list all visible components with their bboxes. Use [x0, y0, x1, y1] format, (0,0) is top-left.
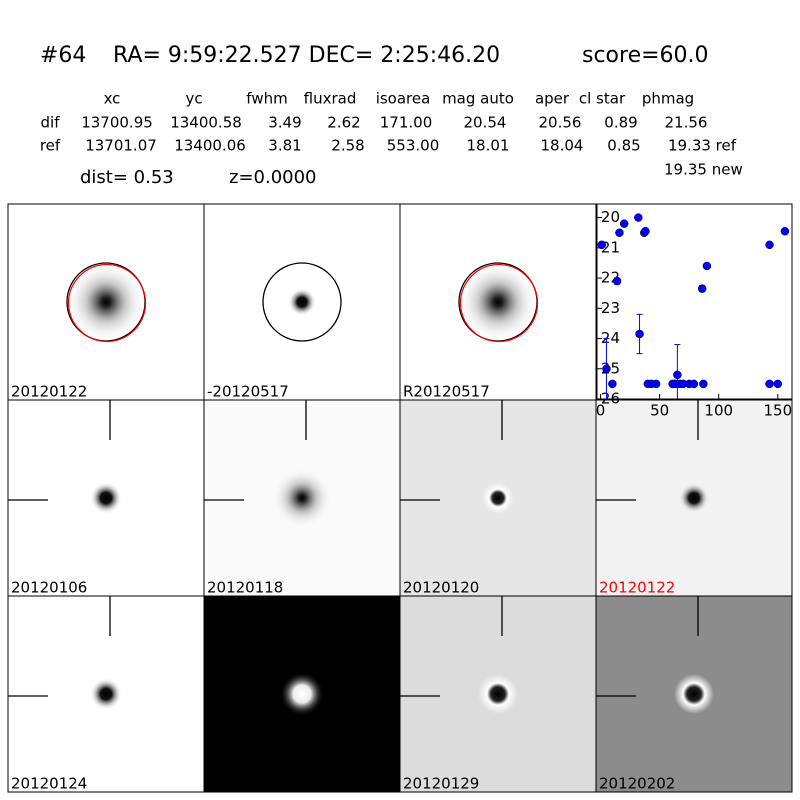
table-cell: 0.89: [604, 114, 637, 132]
data-point: [651, 379, 661, 389]
aperture: [262, 262, 342, 342]
aperture-ref: [67, 263, 147, 343]
column-header: cl star: [579, 90, 626, 108]
source-blob: [66, 262, 146, 342]
data-point: [780, 226, 790, 236]
column-header: isoarea: [376, 90, 431, 108]
source-blob: [674, 674, 714, 714]
data-point: [773, 379, 783, 389]
table-cell: 2.62: [327, 114, 360, 132]
redshift: z=0.0000: [229, 167, 317, 188]
light-curve: 20212223242526050100150: [596, 203, 793, 420]
panel-label: -20120517: [207, 383, 289, 401]
column-header: yc: [185, 90, 202, 108]
y-tick-label: 23: [601, 299, 620, 317]
data-point: [702, 261, 712, 271]
data-point: [612, 276, 622, 286]
data-point: [634, 213, 643, 222]
table-cell: 553.00: [387, 137, 440, 155]
panel-label: 20120120: [403, 579, 479, 597]
table-cell: 13700.95: [81, 114, 153, 132]
table-cell: 3.49: [268, 114, 301, 132]
y-tick-label: 24: [601, 329, 620, 347]
table-cell: 2.58: [331, 137, 364, 155]
score: score=60.0: [582, 43, 709, 68]
x-tick-label: 0: [596, 402, 606, 420]
panel-label: 20120124: [11, 775, 87, 793]
table-cell: 20.56: [539, 114, 582, 132]
plot-area: [596, 203, 793, 400]
table-cell: 19.33 ref: [668, 137, 737, 155]
column-header: aper: [535, 90, 570, 108]
data-point: [597, 240, 606, 250]
panel-label: 20120202: [599, 775, 675, 793]
table-cell: 18.01: [467, 137, 510, 155]
y-tick-label: 21: [601, 238, 620, 256]
panel-label: 20120127: [207, 775, 283, 793]
panel-label: 20120122: [599, 579, 675, 597]
table-cell: dif: [41, 114, 61, 132]
table-cell: 171.00: [380, 114, 433, 132]
table-cell: 13701.07: [85, 137, 157, 155]
column-header: fluxrad: [304, 90, 357, 108]
data-point: [641, 226, 650, 236]
x-tick-label: 100: [704, 402, 733, 420]
data-point: [673, 370, 682, 380]
data-point: [689, 379, 699, 389]
source-blob: [272, 468, 332, 528]
column-header: xc: [104, 90, 121, 108]
table-cell: 13400.06: [174, 137, 246, 155]
aperture-ref: [459, 263, 539, 343]
data-point: [765, 379, 774, 389]
table-cell: ref: [40, 137, 61, 155]
source-blob: [90, 678, 122, 710]
candidate-id: #64: [40, 43, 86, 68]
panel-frame: [595, 595, 793, 793]
x-tick-label: 50: [650, 402, 669, 420]
column-header: phmag: [642, 90, 694, 108]
data-point: [602, 364, 611, 374]
table-cell: 3.81: [268, 137, 301, 155]
data-point: [697, 284, 707, 293]
coordinates: RA= 9:59:22.527 DEC= 2:25:46.20: [113, 43, 500, 68]
source-blob: [280, 672, 324, 716]
column-header: mag auto: [442, 90, 514, 108]
data-point: [608, 379, 617, 389]
data-point: [615, 228, 624, 237]
data-point: [765, 240, 774, 250]
table-cell: 18.04: [541, 137, 584, 155]
distance: dist= 0.53: [80, 167, 174, 188]
panel-label: 20120129: [403, 775, 479, 793]
data-point: [699, 379, 708, 389]
source-blob: [679, 483, 709, 513]
column-header: fwhm: [246, 90, 287, 108]
phmag-new: 19.35 new: [664, 161, 743, 179]
panel-label: R20120517: [403, 383, 490, 401]
source-blob: [288, 288, 316, 316]
x-tick-label: 150: [763, 402, 792, 420]
panel-grid: 20120122 -20120517 R20120517 20120106 201201…: [7, 203, 793, 793]
y-tick-label: 20: [601, 208, 620, 226]
table-cell: 21.56: [665, 114, 708, 132]
source-blob: [458, 262, 538, 342]
table-cell: 13400.58: [170, 114, 242, 132]
source-blob: [482, 482, 514, 514]
panel-label: 20120122: [11, 383, 87, 401]
data-point: [619, 219, 629, 228]
panel-label: 20120106: [11, 579, 87, 597]
table-cell: 20.54: [464, 114, 507, 132]
source-blob: [478, 674, 518, 714]
source-blob: [90, 482, 122, 514]
data-point: [635, 329, 644, 339]
table-cell: 0.85: [607, 137, 640, 155]
panel-label: 20120118: [207, 579, 283, 597]
y-tick-label: 26: [601, 390, 620, 408]
